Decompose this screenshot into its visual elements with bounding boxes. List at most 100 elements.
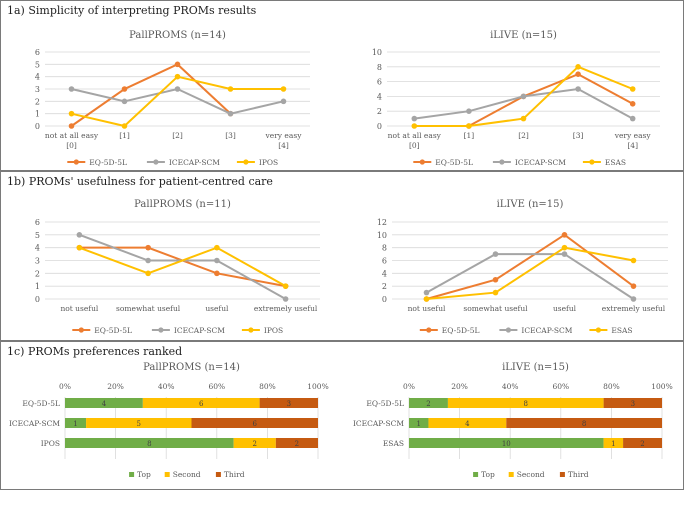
bar-value-label: 2 [295, 440, 299, 448]
legend-swatch [508, 472, 514, 477]
legend-label: IPOS [259, 158, 278, 167]
bar-segment [506, 418, 662, 428]
y-tick-label: 6 [35, 48, 40, 57]
bar-segment [142, 398, 260, 408]
legend-label: ICECAP-SCM [515, 158, 566, 167]
data-point [280, 86, 287, 92]
legend-swatch [473, 472, 479, 477]
data-point [520, 93, 527, 100]
legend-marker [595, 327, 602, 333]
y-tick-label: 5 [35, 60, 40, 69]
x-tick-label: 0% [403, 382, 415, 391]
legend-marker [243, 159, 249, 165]
legend-marker [73, 159, 79, 165]
data-point [492, 251, 499, 257]
section-usefulness: 1b) PROMs' usefulness for patient-centre… [0, 171, 684, 341]
x-tick-label: 40% [158, 382, 175, 391]
legend-swatch [559, 472, 565, 477]
section-title-usefulness: 1b) PROMs' usefulness for patient-centre… [7, 175, 273, 188]
legend-marker [499, 159, 505, 165]
y-tick-label: 10 [377, 231, 387, 240]
x-tick-label: 20% [107, 382, 124, 391]
y-tick-label: 0 [35, 295, 40, 304]
y-tick-label: 4 [382, 269, 387, 278]
legend-label: Top [481, 470, 495, 479]
data-point [575, 71, 581, 77]
y-tick-label: 0 [382, 295, 387, 304]
chart-title: PallPROMS (n=14) [129, 30, 226, 41]
data-point [629, 101, 636, 107]
x-tick-label: [1] [119, 131, 130, 140]
x-tick-label: 0% [59, 382, 71, 391]
data-point [174, 61, 181, 68]
legend-label: IPOS [264, 326, 283, 335]
chart-title: iLIVE (n=15) [502, 362, 569, 373]
category-label: EQ-5D-5L [22, 399, 60, 408]
chart-title: iLIVE (n=15) [490, 30, 557, 41]
bar-segment [65, 438, 234, 448]
data-point [282, 296, 289, 302]
x-tick-label: [0] [66, 141, 77, 150]
series-line [414, 87, 634, 120]
bar-value-label: 3 [631, 400, 635, 408]
y-tick-label: 5 [35, 231, 40, 240]
x-tick-label: somewhat useful [463, 304, 528, 313]
x-tick-label: 80% [603, 382, 620, 391]
y-tick-label: 6 [377, 78, 382, 87]
data-point [629, 86, 636, 92]
legend-label: ESAS [611, 326, 632, 335]
legend-swatch [129, 472, 135, 477]
bar-value-label: 1 [416, 420, 420, 428]
y-tick-label: 3 [35, 257, 40, 266]
x-tick-label: [3] [225, 131, 236, 140]
data-point [121, 123, 128, 129]
bar-segment [259, 398, 318, 408]
x-tick-label: 100% [307, 382, 328, 391]
bar-value-label: 4 [465, 420, 470, 428]
legend-label: EQ-5D-5L [435, 158, 473, 167]
x-tick-label: not at all easy [45, 131, 99, 140]
legend-label: Second [173, 470, 201, 479]
legend-marker [505, 327, 511, 333]
legend-label: ESAS [605, 158, 626, 167]
data-point [68, 86, 75, 92]
legend-label: EQ-5D-5L [94, 326, 132, 335]
data-point [68, 110, 75, 117]
bar-value-label: 5 [137, 420, 141, 428]
data-point [145, 257, 151, 264]
data-point [121, 98, 128, 105]
x-tick-label: extremely useful [254, 304, 318, 313]
legend-marker [426, 327, 432, 333]
x-tick-label: useful [205, 304, 229, 313]
y-tick-label: 0 [35, 122, 40, 131]
legend-marker [153, 159, 159, 165]
y-tick-label: 4 [35, 73, 40, 82]
data-point [423, 296, 430, 302]
legend-swatch [164, 472, 170, 477]
data-point [174, 73, 181, 80]
legend-label: EQ-5D-5L [89, 158, 127, 167]
y-tick-label: 2 [35, 269, 40, 278]
data-point [282, 283, 289, 289]
legend-label: ICECAP-SCM [521, 326, 572, 335]
category-label: EQ-5D-5L [366, 399, 404, 408]
bar-segment [428, 418, 507, 428]
data-point [630, 283, 637, 289]
x-tick-label: useful [553, 304, 577, 313]
series-line [426, 253, 635, 300]
data-point [227, 86, 234, 92]
y-tick-label: 3 [35, 85, 40, 94]
data-point [492, 289, 499, 296]
chart-title: iLIVE (n=15) [497, 199, 564, 210]
y-tick-label: 1 [35, 282, 40, 291]
bar-value-label: 10 [502, 440, 511, 448]
data-point [145, 270, 151, 277]
data-point [575, 64, 581, 70]
data-point [423, 289, 430, 296]
x-tick-label: [4] [627, 141, 638, 150]
legend-marker [419, 159, 425, 165]
y-tick-label: 2 [35, 97, 40, 106]
bar-value-label: 8 [582, 420, 586, 428]
data-point [121, 86, 128, 92]
